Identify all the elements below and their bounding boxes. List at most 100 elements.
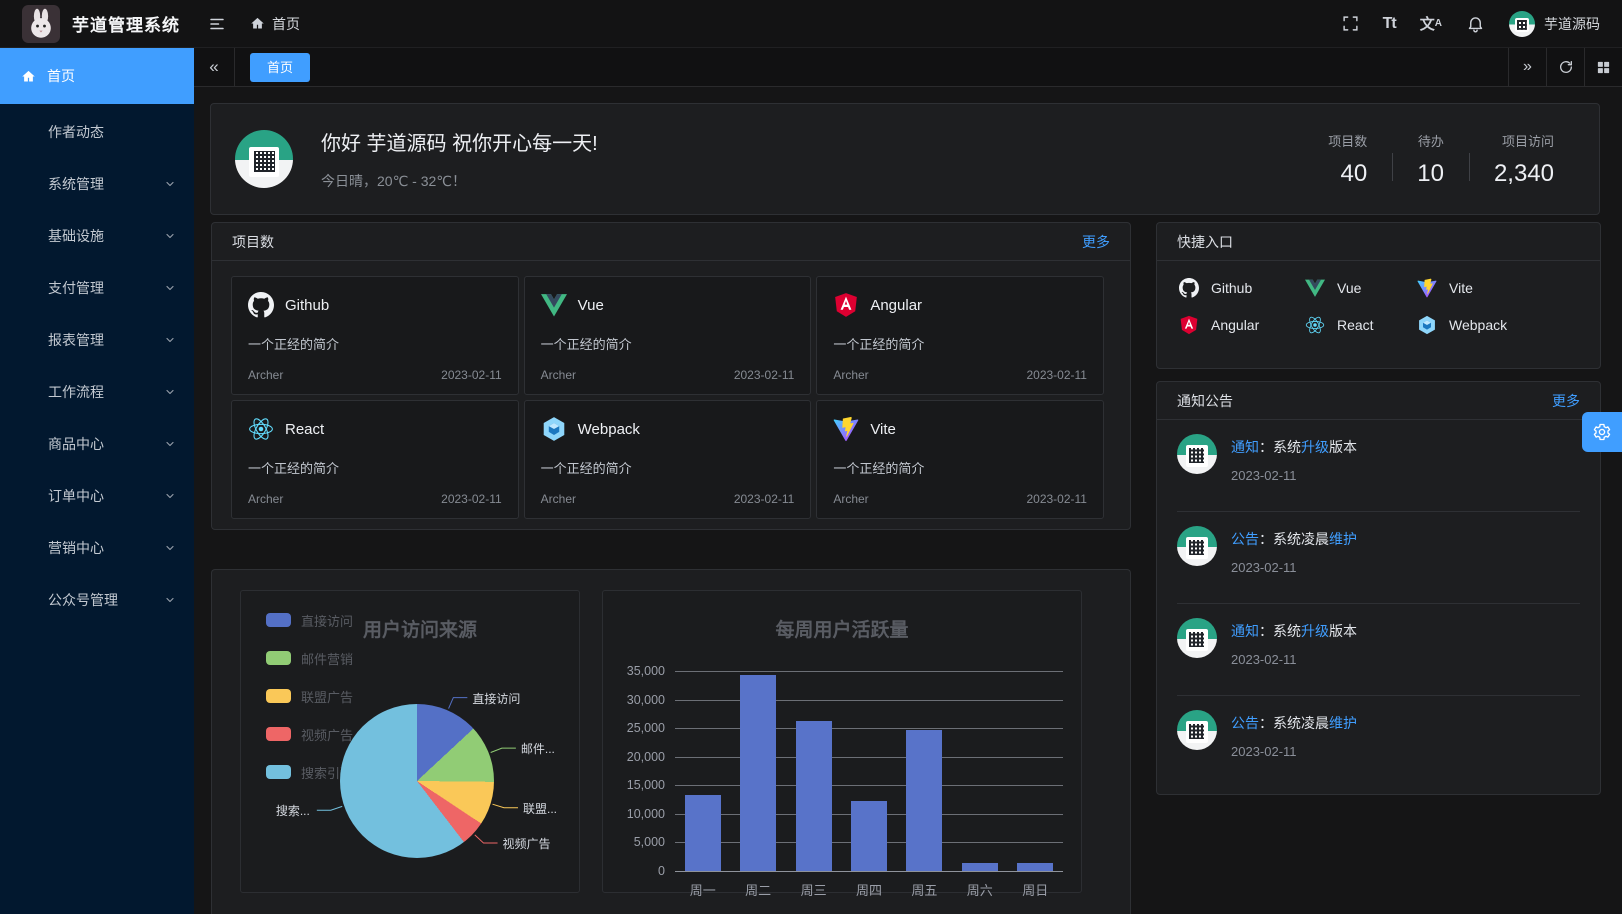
x-axis-tick-label: 周二 <box>745 883 772 898</box>
notice-title-highlight: 维护 <box>1329 715 1357 731</box>
notice-title-text: ：系统 <box>1259 623 1301 639</box>
pie-label: 邮件... <box>520 742 555 757</box>
chevron-down-icon <box>164 282 176 294</box>
layout-grid-icon[interactable] <box>1584 48 1622 86</box>
qr-code <box>249 146 279 177</box>
shortcut-item[interactable]: Angular <box>1179 315 1305 335</box>
y-axis-tick-label: 10,000 <box>626 806 665 821</box>
qr-code <box>1186 721 1208 743</box>
legend-swatch <box>266 689 291 703</box>
notice-item[interactable]: 通知：系统升级版本 2023-02-11 <box>1177 420 1580 512</box>
shortcut-item[interactable]: Github <box>1179 278 1305 298</box>
shortcut-item[interactable]: React <box>1305 315 1417 335</box>
project-desc: 一个正经的简介 <box>540 461 632 476</box>
project-card[interactable]: Webpack 一个正经的简介 Archer 2023-02-11 <box>523 400 812 519</box>
font-size-icon[interactable]: Tt <box>1382 14 1397 32</box>
bar-周二[interactable] <box>740 675 777 871</box>
projects-card: 项目数 更多 Github 一个正经的简介 Archer 2023-02-11 … <box>211 222 1131 530</box>
y-axis-tick-label: 20,000 <box>626 749 665 764</box>
stat-item: 项目数 40 <box>1303 131 1392 188</box>
bar-周四[interactable] <box>851 800 887 871</box>
legend-item[interactable]: 直接访问 <box>266 613 353 629</box>
stat-value: 40 <box>1340 159 1368 187</box>
shortcut-item[interactable]: Vite <box>1417 278 1578 298</box>
user-menu[interactable]: 芋道源码 <box>1509 10 1600 37</box>
project-card[interactable]: Angular 一个正经的简介 Archer 2023-02-11 <box>816 276 1104 395</box>
pie-label: 直接访问 <box>472 691 521 706</box>
legend-item[interactable]: 视频广告 <box>266 727 353 743</box>
stat-item: 待办 10 <box>1392 131 1469 188</box>
sidebar-item-1[interactable]: 系统管理 <box>0 158 194 210</box>
sidebar-item-home-active[interactable]: 首页 <box>0 48 194 104</box>
notice-body: 公告：系统凌晨维护 2023-02-11 <box>1231 710 1357 788</box>
project-footer: Archer 2023-02-11 <box>248 492 502 506</box>
tab-home[interactable]: 首页 <box>250 52 311 82</box>
refresh-icon[interactable] <box>1546 48 1584 86</box>
project-card[interactable]: React 一个正经的简介 Archer 2023-02-11 <box>231 400 519 519</box>
notice-item[interactable]: 通知：系统升级版本 2023-02-11 <box>1177 604 1580 696</box>
sidebar-item-4[interactable]: 报表管理 <box>0 314 194 366</box>
notice-title: 通知：系统升级版本 <box>1231 437 1357 457</box>
tabs-expand-icon[interactable]: » <box>1508 48 1546 86</box>
github-icon <box>1179 278 1199 298</box>
project-card[interactable]: Github 一个正经的简介 Archer 2023-02-11 <box>231 276 519 395</box>
chevron-down-icon <box>164 230 176 242</box>
sidebar-item-2[interactable]: 基础设施 <box>0 210 194 262</box>
github-icon <box>248 292 274 318</box>
home-icon <box>21 69 36 84</box>
vue-icon <box>1305 278 1325 298</box>
sidebar-item-label: 基础设施 <box>48 228 104 244</box>
legend-item[interactable]: 联盟广告 <box>266 689 354 705</box>
legend-label: 联盟广告 <box>301 689 354 705</box>
notices-more-link[interactable]: 更多 <box>1552 392 1580 409</box>
notice-title-highlight: 维护 <box>1329 531 1357 547</box>
sidebar-item-8[interactable]: 营销中心 <box>0 522 194 574</box>
sidebar-item-7[interactable]: 订单中心 <box>0 470 194 522</box>
notice-item[interactable]: 公告：系统凌晨维护 2023-02-11 <box>1177 696 1580 788</box>
sidebar-item-label: 公众号管理 <box>48 592 118 608</box>
x-axis-tick-label: 周日 <box>1022 883 1049 898</box>
notice-date: 2023-02-11 <box>1231 744 1297 759</box>
shortcut-label: Vite <box>1449 280 1473 296</box>
notice-body: 公告：系统凌晨维护 2023-02-11 <box>1231 526 1357 603</box>
bar-周一[interactable] <box>684 795 721 871</box>
fullscreen-icon[interactable] <box>1342 15 1359 32</box>
bar-周三[interactable] <box>795 720 832 871</box>
pie-chart[interactable] <box>340 704 494 858</box>
legend-swatch <box>266 613 291 627</box>
vite-icon <box>1417 278 1437 298</box>
y-axis-tick-label: 15,000 <box>626 778 665 793</box>
shortcut-item[interactable]: Vue <box>1305 278 1417 298</box>
notice-item[interactable]: 公告：系统凌晨维护 2023-02-11 <box>1177 512 1580 604</box>
project-card[interactable]: Vite 一个正经的简介 Archer 2023-02-11 <box>816 400 1104 519</box>
bar-周日[interactable] <box>1017 863 1054 871</box>
bell-icon[interactable] <box>1466 14 1485 33</box>
qr-code <box>1186 629 1208 651</box>
tabs-collapse-icon[interactable]: « <box>194 48 235 86</box>
x-axis-tick-label: 周五 <box>911 883 938 898</box>
projects-card-header: 项目数 更多 <box>212 223 1130 261</box>
project-name: React <box>285 420 325 438</box>
react-icon <box>1305 315 1325 335</box>
project-desc: 一个正经的简介 <box>540 337 632 352</box>
projects-more-link[interactable]: 更多 <box>1082 233 1110 250</box>
menu-fold-icon[interactable] <box>208 15 226 33</box>
sidebar-item-6[interactable]: 商品中心 <box>0 418 194 470</box>
y-axis-tick-label: 0 <box>658 864 665 878</box>
y-axis-tick-label: 30,000 <box>626 692 665 707</box>
project-footer: Archer 2023-02-11 <box>541 492 795 506</box>
shortcut-label: Angular <box>1211 317 1260 333</box>
project-card[interactable]: Vue 一个正经的简介 Archer 2023-02-11 <box>523 276 812 395</box>
breadcrumb[interactable]: 首页 <box>250 14 300 34</box>
project-name: Webpack <box>577 420 640 438</box>
sidebar-item-0[interactable]: 作者动态 <box>0 106 194 158</box>
bar-周五[interactable] <box>906 730 943 871</box>
bar-周六[interactable] <box>961 863 998 871</box>
sidebar-item-5[interactable]: 工作流程 <box>0 366 194 418</box>
sidebar-item-9[interactable]: 公众号管理 <box>0 574 194 626</box>
settings-gear-button[interactable] <box>1582 412 1622 452</box>
shortcut-item[interactable]: Webpack <box>1417 315 1578 335</box>
sidebar-item-3[interactable]: 支付管理 <box>0 262 194 314</box>
legend-item[interactable]: 邮件营销 <box>266 651 353 667</box>
